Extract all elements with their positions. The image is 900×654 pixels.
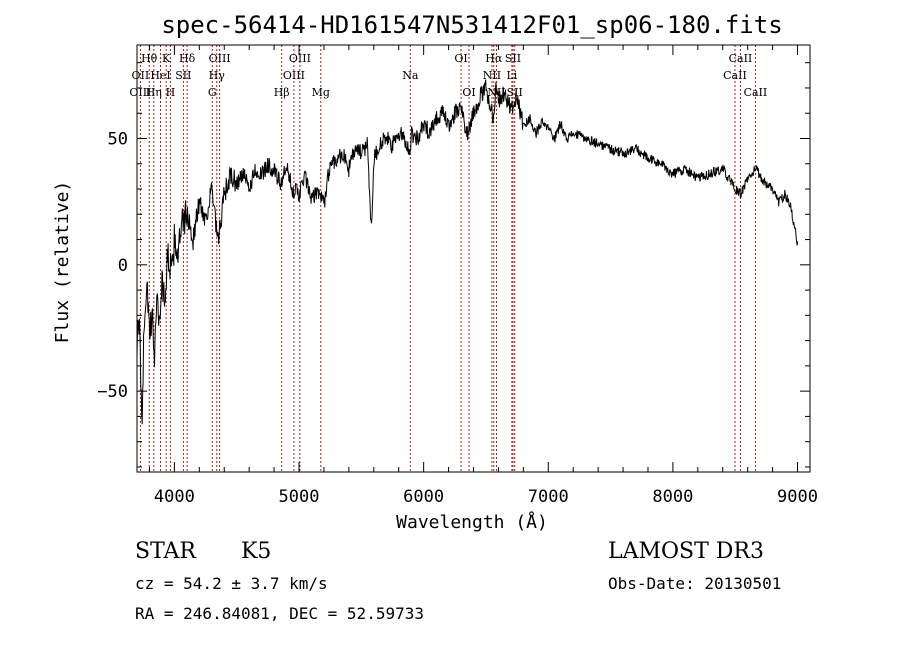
x-tick-label: 6000 (403, 487, 444, 507)
survey-name: LAMOST DR3 (608, 539, 764, 564)
x-tick-label: 8000 (652, 487, 693, 507)
x-axis-label: Wavelength (Å) (396, 511, 548, 533)
line-label: OIII (209, 52, 231, 65)
coordinates: RA = 246.84081, DEC = 52.59733 (135, 604, 424, 623)
line-label: CaII (729, 52, 753, 65)
y-axis-label: Flux (relative) (52, 181, 73, 344)
x-tick-label: 9000 (777, 487, 818, 507)
x-tick-label: 4000 (154, 487, 195, 507)
line-label: CaII (744, 86, 768, 99)
spectrum-series (136, 79, 798, 425)
line-label: Hβ (274, 86, 290, 99)
line-label: NII (483, 69, 501, 82)
line-label: OIII (283, 69, 305, 82)
spectrum-line (136, 79, 798, 425)
line-label: Hα (485, 52, 503, 65)
line-label: SII (505, 52, 521, 65)
y-tick-label: 50 (108, 129, 128, 149)
x-tick-label: 7000 (528, 487, 569, 507)
line-label: OII (132, 69, 150, 82)
line-label: OI (454, 52, 467, 65)
line-label: OI (462, 86, 475, 99)
object-subclass: K5 (241, 539, 272, 564)
redshift-text: cz = 54.2 ± 3.7 km/s (135, 574, 328, 593)
line-label: Li (506, 69, 517, 82)
y-tick-label: 0 (118, 256, 128, 276)
line-label: Mg (312, 86, 330, 99)
object-class: STAR (135, 539, 196, 564)
line-label: CaII (723, 69, 747, 82)
line-label: Na (402, 69, 419, 82)
line-label: K (162, 52, 171, 65)
y-tick-label: −50 (97, 382, 128, 402)
x-tick-label: 5000 (279, 487, 320, 507)
line-label: OIII (289, 52, 311, 65)
line-label: OIII (129, 86, 151, 99)
line-labels: Hθ OII OIII K HeI Hη Hδ SII H OIII Hγ G OIII OIII Hβ Mg… (129, 52, 767, 99)
obs-date: Obs-Date: 20130501 (608, 574, 782, 593)
line-label: HeI (150, 69, 170, 82)
line-label: Hθ (141, 52, 158, 65)
line-label: H (166, 86, 176, 99)
line-label: SII (507, 86, 523, 99)
line-label: SII (175, 69, 191, 82)
chart-title: spec-56414-HD161547N531412F01_sp06-180.f… (161, 11, 782, 39)
line-label: G (208, 86, 217, 99)
line-label: Hη (146, 86, 162, 99)
line-label: Hδ (179, 52, 196, 65)
line-markers (139, 45, 756, 472)
axis-ticks: 4000 5000 6000 7000 8000 9000 −50 0 50 (97, 45, 818, 507)
line-label: Hγ (209, 69, 226, 82)
